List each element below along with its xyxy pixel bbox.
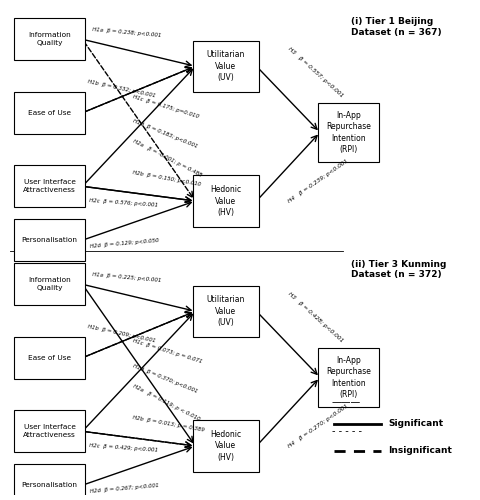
Text: H2c  β = 0.576; p<0.001: H2c β = 0.576; p<0.001 [89, 198, 159, 208]
Text: Personalisation: Personalisation [22, 237, 77, 243]
Text: (i) Tier 1 Beijing
Dataset (n = 367): (i) Tier 1 Beijing Dataset (n = 367) [350, 17, 441, 36]
Text: H3   β = 0.557; p<0.001: H3 β = 0.557; p<0.001 [287, 46, 344, 98]
Text: H2d  β = 0.267; p<0.001: H2d β = 0.267; p<0.001 [89, 483, 159, 494]
Text: Insignificant: Insignificant [388, 446, 452, 456]
FancyBboxPatch shape [14, 18, 85, 60]
Text: H1d  β = 0.183; p<0.001: H1d β = 0.183; p<0.001 [132, 118, 198, 148]
Text: Significant: Significant [388, 420, 444, 428]
FancyBboxPatch shape [318, 348, 379, 407]
Text: Hedonic
Value
(HV): Hedonic Value (HV) [210, 185, 241, 217]
Text: Utilitarian
Value
(UV): Utilitarian Value (UV) [207, 50, 245, 82]
Text: Ease of Use: Ease of Use [28, 355, 71, 361]
FancyBboxPatch shape [14, 220, 85, 261]
FancyBboxPatch shape [14, 264, 85, 305]
Text: In-App
Repurchase
Intention
(RPI): In-App Repurchase Intention (RPI) [326, 110, 371, 154]
Text: H4   β = 0.239; p<0.001: H4 β = 0.239; p<0.001 [287, 158, 349, 204]
Text: H1d  β = 0.370; p<0.001: H1d β = 0.370; p<0.001 [132, 363, 198, 394]
FancyBboxPatch shape [14, 410, 85, 452]
FancyBboxPatch shape [193, 286, 259, 337]
Text: Ease of Use: Ease of Use [28, 110, 71, 116]
Text: H1b  β = 0.332; p<0.001: H1b β = 0.332; p<0.001 [87, 78, 156, 98]
Text: Information
Quality: Information Quality [28, 278, 71, 291]
FancyBboxPatch shape [193, 40, 259, 92]
FancyBboxPatch shape [193, 420, 259, 472]
Text: H2a   β = -0.001; p = 0.488: H2a β = -0.001; p = 0.488 [132, 138, 203, 177]
Text: H2b  β = 0.150; p<0.010: H2b β = 0.150; p<0.010 [132, 170, 201, 188]
Text: H2c  β = 0.429; p<0.001: H2c β = 0.429; p<0.001 [89, 443, 159, 453]
Text: (ii) Tier 3 Kunming
Dataset (n = 372): (ii) Tier 3 Kunming Dataset (n = 372) [350, 260, 446, 279]
Text: H2b  β = 0.013; p = 0.389: H2b β = 0.013; p = 0.389 [132, 415, 204, 433]
Text: ———: ——— [332, 397, 361, 407]
Text: - - - - -: - - - - - [332, 426, 362, 436]
Text: Hedonic
Value
(HV): Hedonic Value (HV) [210, 430, 241, 462]
Text: Information
Quality: Information Quality [28, 32, 71, 46]
FancyBboxPatch shape [14, 337, 85, 378]
FancyBboxPatch shape [14, 92, 85, 134]
Text: User Interface
Attractiveness: User Interface Attractiveness [23, 424, 76, 438]
Text: H1c  β = 0.073; p = 0.071: H1c β = 0.073; p = 0.071 [132, 338, 203, 364]
FancyBboxPatch shape [318, 103, 379, 162]
Text: H2a   β = 0.119; p < 0.010: H2a β = 0.119; p < 0.010 [132, 384, 201, 422]
Text: H1a  β = 0.225; p<0.001: H1a β = 0.225; p<0.001 [92, 272, 161, 283]
Text: Utilitarian
Value
(UV): Utilitarian Value (UV) [207, 296, 245, 327]
Text: H2d  β = 0.129; p<0.050: H2d β = 0.129; p<0.050 [89, 238, 159, 249]
FancyBboxPatch shape [14, 464, 85, 500]
FancyBboxPatch shape [14, 166, 85, 207]
Text: H3   β = 0.428; p<0.001: H3 β = 0.428; p<0.001 [287, 292, 344, 344]
Text: H1a  β = 0.238; p<0.001: H1a β = 0.238; p<0.001 [92, 28, 161, 38]
Text: H1b  β = 0.209; p<0.001: H1b β = 0.209; p<0.001 [87, 324, 156, 343]
Text: Personalisation: Personalisation [22, 482, 77, 488]
Text: H4   β = 0.270; p<0.001: H4 β = 0.270; p<0.001 [287, 404, 349, 449]
Text: User Interface
Attractiveness: User Interface Attractiveness [23, 180, 76, 193]
Text: In-App
Repurchase
Intention
(RPI): In-App Repurchase Intention (RPI) [326, 356, 371, 399]
FancyBboxPatch shape [193, 176, 259, 226]
Text: H1c  β = 0.175; p=0.010: H1c β = 0.175; p=0.010 [132, 94, 199, 119]
